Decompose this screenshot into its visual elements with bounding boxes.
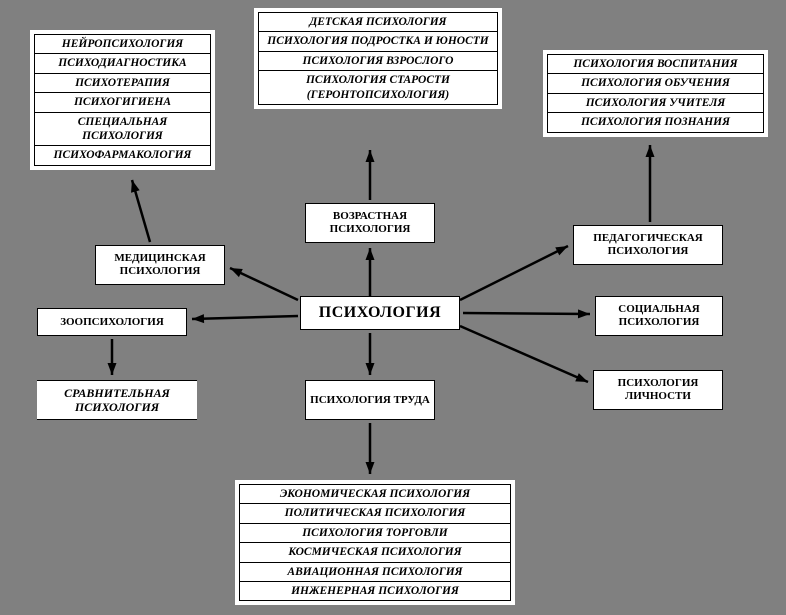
list-age-inner: ДЕТСКАЯ ПСИХОЛОГИЯПСИХОЛОГИЯ ПОДРОСТКА И… — [258, 12, 498, 105]
list-labor-inner: ЭКОНОМИЧЕСКАЯ ПСИХОЛОГИЯПОЛИТИЧЕСКАЯ ПСИ… — [239, 484, 511, 601]
list-item: ЭКОНОМИЧЕСКАЯ ПСИХОЛОГИЯ — [240, 485, 510, 504]
compare-label: СРАВНИТЕЛЬНАЯ ПСИХОЛОГИЯ — [43, 386, 191, 415]
branch-medical: МЕДИЦИНСКАЯ ПСИХОЛОГИЯ — [95, 245, 225, 285]
compare-box: СРАВНИТЕЛЬНАЯ ПСИХОЛОГИЯ — [37, 380, 197, 420]
list-item: ПСИХОЛОГИЯ ТОРГОВЛИ — [240, 524, 510, 543]
branch-zoo-label: ЗООПСИХОЛОГИЯ — [60, 316, 164, 329]
branch-social-label: СОЦИАЛЬНАЯ ПСИХОЛОГИЯ — [600, 303, 718, 328]
list-item: ИНЖЕНЕРНАЯ ПСИХОЛОГИЯ — [240, 582, 510, 600]
list-pedagogic-inner: ПСИХОЛОГИЯ ВОСПИТАНИЯПСИХОЛОГИЯ ОБУЧЕНИЯ… — [547, 54, 764, 133]
branch-personality: ПСИХОЛОГИЯ ЛИЧНОСТИ — [593, 370, 723, 410]
branch-age: ВОЗРАСТНАЯ ПСИХОЛОГИЯ — [305, 203, 435, 243]
branch-social: СОЦИАЛЬНАЯ ПСИХОЛОГИЯ — [595, 296, 723, 336]
branch-labor: ПСИХОЛОГИЯ ТРУДА — [305, 380, 435, 420]
center-node: ПСИХОЛОГИЯ — [300, 296, 460, 330]
branch-pedagogic: ПЕДАГОГИЧЕСКАЯ ПСИХОЛОГИЯ — [573, 225, 723, 265]
list-item: ПСИХОДИАГНОСТИКА — [35, 54, 210, 73]
list-item: НЕЙРОПСИХОЛОГИЯ — [35, 35, 210, 54]
list-item: ПСИХОЛОГИЯ ВОСПИТАНИЯ — [548, 55, 763, 74]
list-item: ПОЛИТИЧЕСКАЯ ПСИХОЛОГИЯ — [240, 504, 510, 523]
list-item: СПЕЦИАЛЬНАЯ ПСИХОЛОГИЯ — [35, 113, 210, 147]
branch-personality-label: ПСИХОЛОГИЯ ЛИЧНОСТИ — [598, 377, 718, 402]
branch-labor-label: ПСИХОЛОГИЯ ТРУДА — [310, 394, 430, 407]
list-item: ПСИХОЛОГИЯ ПОДРОСТКА И ЮНОСТИ — [259, 32, 497, 51]
list-item: ДЕТСКАЯ ПСИХОЛОГИЯ — [259, 13, 497, 32]
list-item: ПСИХОЛОГИЯ ОБУЧЕНИЯ — [548, 74, 763, 93]
list-age: ДЕТСКАЯ ПСИХОЛОГИЯПСИХОЛОГИЯ ПОДРОСТКА И… — [254, 8, 502, 109]
branch-age-label: ВОЗРАСТНАЯ ПСИХОЛОГИЯ — [310, 210, 430, 235]
list-item: ПСИХОЛОГИЯ ВЗРОСЛОГО — [259, 52, 497, 71]
list-item: ПСИХОТЕРАПИЯ — [35, 74, 210, 93]
list-item: ПСИХОЛОГИЯ СТАРОСТИ (ГЕРОНТОПСИХОЛОГИЯ) — [259, 71, 497, 104]
branch-zoo: ЗООПСИХОЛОГИЯ — [37, 308, 187, 336]
list-labor: ЭКОНОМИЧЕСКАЯ ПСИХОЛОГИЯПОЛИТИЧЕСКАЯ ПСИ… — [235, 480, 515, 605]
list-item: ПСИХОФАРМАКОЛОГИЯ — [35, 146, 210, 164]
list-medical: НЕЙРОПСИХОЛОГИЯПСИХОДИАГНОСТИКАПСИХОТЕРА… — [30, 30, 215, 170]
center-label: ПСИХОЛОГИЯ — [319, 304, 441, 322]
list-medical-inner: НЕЙРОПСИХОЛОГИЯПСИХОДИАГНОСТИКАПСИХОТЕРА… — [34, 34, 211, 166]
list-item: ПСИХОЛОГИЯ ПОЗНАНИЯ — [548, 113, 763, 131]
branch-pedagogic-label: ПЕДАГОГИЧЕСКАЯ ПСИХОЛОГИЯ — [578, 232, 718, 257]
list-item: ПСИХОЛОГИЯ УЧИТЕЛЯ — [548, 94, 763, 113]
list-pedagogic: ПСИХОЛОГИЯ ВОСПИТАНИЯПСИХОЛОГИЯ ОБУЧЕНИЯ… — [543, 50, 768, 137]
list-item: КОСМИЧЕСКАЯ ПСИХОЛОГИЯ — [240, 543, 510, 562]
branch-medical-label: МЕДИЦИНСКАЯ ПСИХОЛОГИЯ — [100, 252, 220, 277]
list-item: ПСИХОГИГИЕНА — [35, 93, 210, 112]
list-item: АВИАЦИОННАЯ ПСИХОЛОГИЯ — [240, 563, 510, 582]
